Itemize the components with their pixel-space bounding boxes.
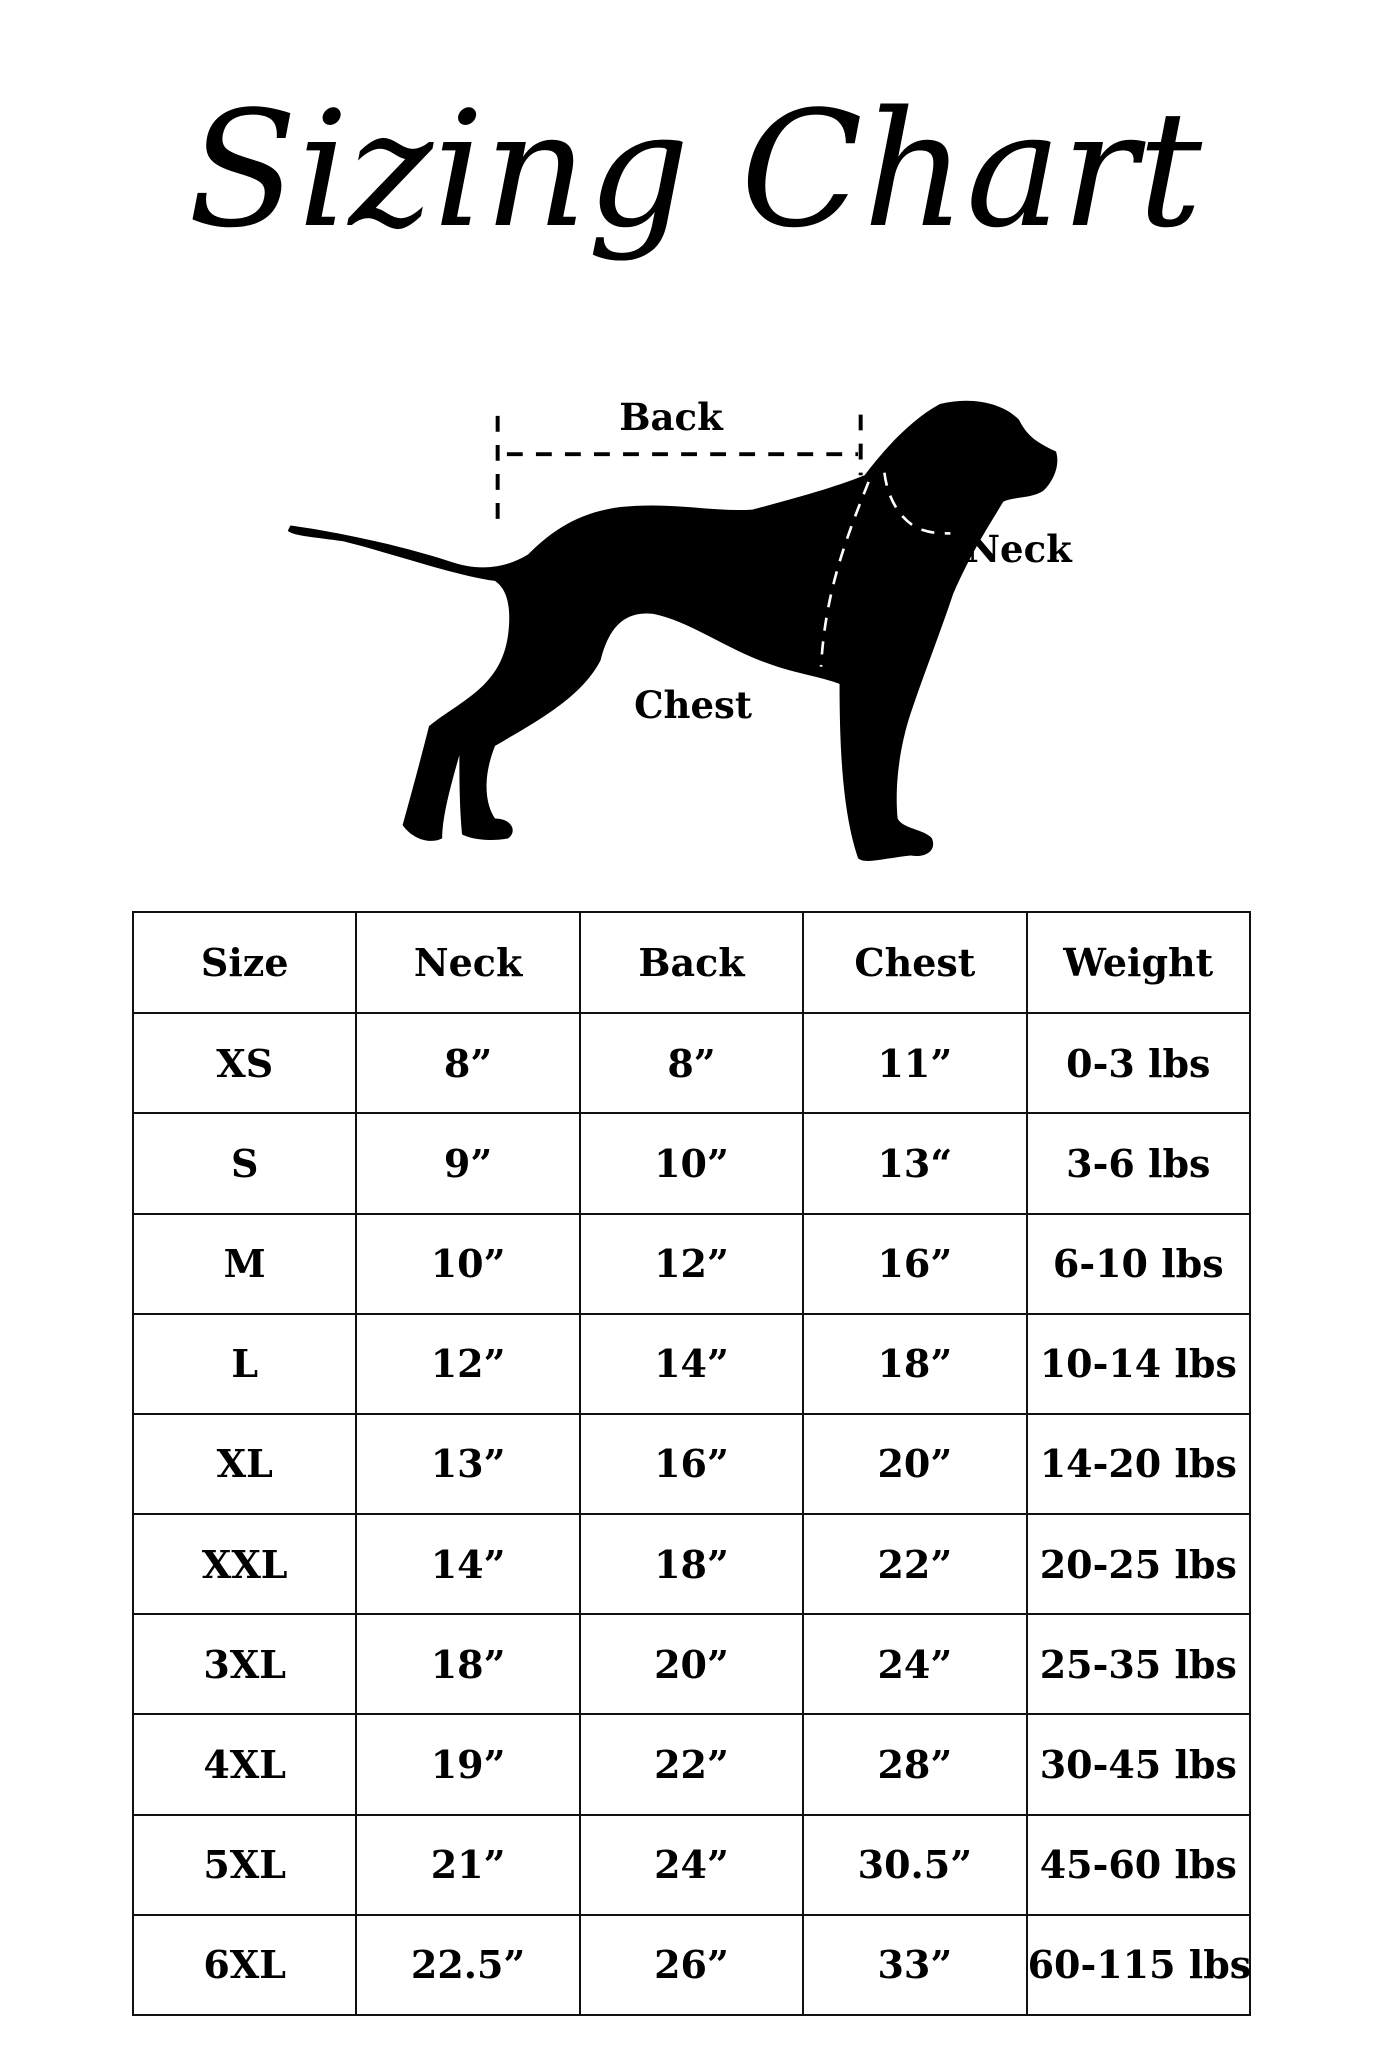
page-title: Sizing Chart — [187, 76, 1203, 263]
cell-weight: 14-20 lbs — [1025, 1412, 1252, 1516]
cell-neck: 8” — [355, 1012, 581, 1115]
cell-weight: 10-14 lbs — [1025, 1312, 1252, 1415]
cell-size: 5XL — [131, 1813, 358, 1916]
cell-neck: 9” — [355, 1112, 581, 1215]
cell-neck: 18” — [355, 1613, 581, 1716]
table-row: M 10” 12” 16” 6-10 lbs — [131, 1212, 1252, 1315]
header-back: Back — [578, 910, 805, 1015]
neck-label: Neck — [966, 527, 1072, 571]
cell-weight: 60-115 lbs — [1025, 1913, 1251, 2017]
dog-silhouette-icon — [287, 400, 1058, 861]
header-weight: Weight — [1025, 910, 1252, 1015]
cell-size: XL — [131, 1412, 358, 1516]
cell-back: 8” — [578, 1012, 805, 1115]
cell-back: 24” — [578, 1813, 805, 1916]
table-row: L 12” 14” 18” 10-14 lbs — [131, 1312, 1252, 1415]
cell-weight: 3-6 lbs — [1025, 1112, 1252, 1215]
cell-weight: 30-45 lbs — [1025, 1713, 1252, 1816]
cell-chest: 33” — [802, 1913, 1028, 2017]
cell-chest: 18” — [802, 1312, 1028, 1415]
cell-weight: 45-60 lbs — [1025, 1813, 1252, 1916]
cell-neck: 22.5” — [355, 1913, 581, 2017]
cell-size: M — [131, 1212, 358, 1315]
size-table: Size Neck Back Chest Weight XS 8” 8” 11” 0-3… — [131, 910, 1252, 2017]
cell-back: 10” — [578, 1112, 805, 1215]
neck-measure-line — [819, 472, 951, 667]
table-row: S 9” 10” 13“ 3-6 lbs — [131, 1112, 1252, 1215]
back-label: Back — [619, 395, 723, 439]
cell-back: 12” — [578, 1212, 805, 1315]
header-neck: Neck — [355, 910, 581, 1015]
cell-back: 18” — [578, 1513, 805, 1616]
cell-back: 20” — [578, 1613, 805, 1716]
chest-label: Chest — [634, 683, 752, 727]
cell-chest: 24” — [802, 1613, 1028, 1716]
cell-neck: 13” — [355, 1412, 581, 1516]
table-row: 3XL 18” 20” 24” 25-35 lbs — [131, 1613, 1252, 1716]
cell-chest: 16” — [802, 1212, 1028, 1315]
cell-back: 22” — [578, 1713, 805, 1816]
cell-size: XXL — [131, 1513, 358, 1616]
table-row: XL 13” 16” 20” 14-20 lbs — [131, 1412, 1252, 1516]
cell-chest: 30.5” — [802, 1813, 1028, 1916]
cell-chest: 22” — [802, 1513, 1028, 1616]
cell-size: L — [131, 1312, 358, 1415]
table-row: 5XL 21” 24” 30.5” 45-60 lbs — [131, 1813, 1252, 1916]
cell-back: 26” — [578, 1913, 805, 2017]
cell-chest: 13“ — [802, 1112, 1028, 1215]
cell-back: 16” — [578, 1412, 805, 1516]
cell-weight: 20-25 lbs — [1025, 1513, 1252, 1616]
cell-size: 4XL — [131, 1713, 358, 1816]
cell-back: 14” — [578, 1312, 805, 1415]
cell-size: S — [131, 1112, 358, 1215]
table-row: XS 8” 8” 11” 0-3 lbs — [131, 1012, 1252, 1115]
table-row: 6XL 22.5” 26” 33” 60-115 lbs — [131, 1913, 1251, 2017]
cell-weight: 6-10 lbs — [1025, 1212, 1252, 1315]
cell-neck: 12” — [355, 1312, 581, 1415]
cell-size: 6XL — [131, 1913, 358, 2017]
cell-neck: 19” — [355, 1713, 581, 1816]
cell-weight: 0-3 lbs — [1025, 1012, 1252, 1115]
table-row: XXL 14” 18” 22” 20-25 lbs — [131, 1513, 1252, 1616]
table-header-row: Size Neck Back Chest Weight — [131, 910, 1252, 1015]
table-row: 4XL 19” 22” 28” 30-45 lbs — [131, 1713, 1252, 1816]
cell-size: 3XL — [131, 1613, 358, 1716]
cell-weight: 25-35 lbs — [1025, 1613, 1252, 1716]
cell-chest: 11” — [802, 1012, 1028, 1115]
cell-neck: 14” — [355, 1513, 581, 1616]
header-size: Size — [131, 910, 358, 1015]
cell-chest: 28” — [802, 1713, 1028, 1816]
cell-neck: 21” — [355, 1813, 581, 1916]
cell-chest: 20” — [802, 1412, 1028, 1516]
cell-size: XS — [131, 1012, 358, 1115]
cell-neck: 10” — [355, 1212, 581, 1315]
header-chest: Chest — [802, 910, 1028, 1015]
